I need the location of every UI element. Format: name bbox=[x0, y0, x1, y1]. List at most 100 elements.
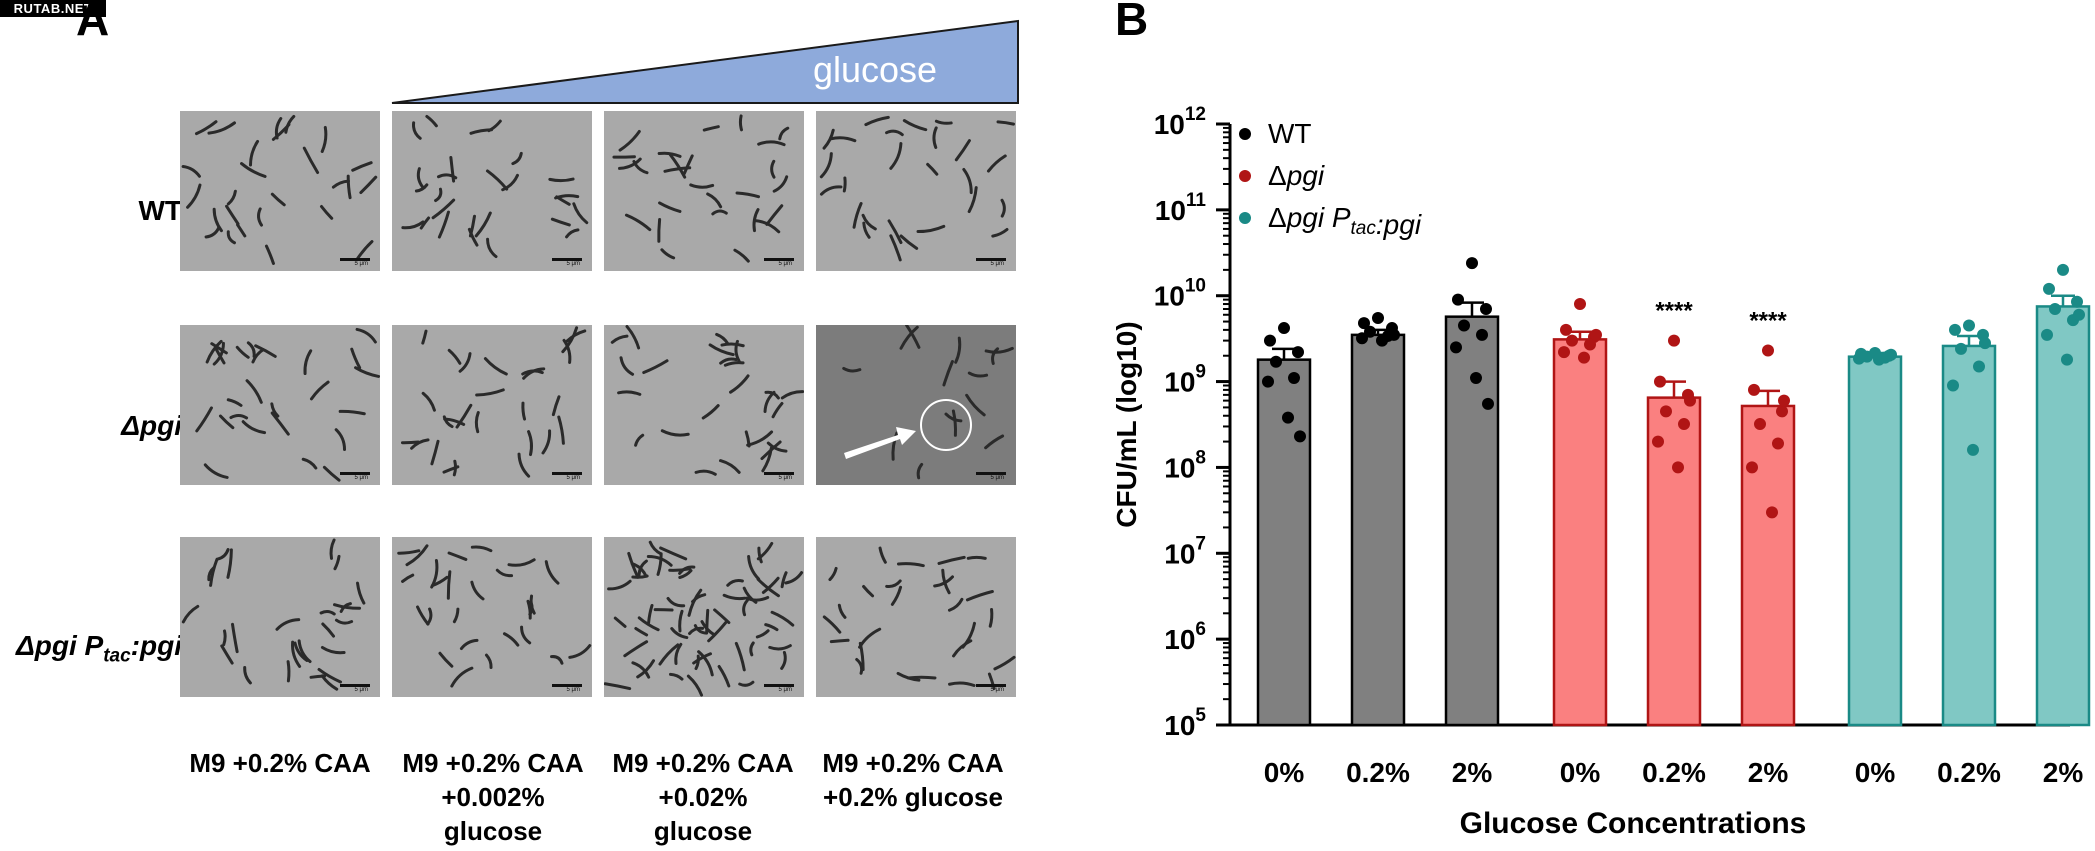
bar bbox=[2035, 305, 2091, 727]
scale-bar-label: 5 μm bbox=[566, 687, 580, 693]
data-point bbox=[1558, 346, 1570, 359]
scale-bar-label: 5 μm bbox=[778, 475, 792, 481]
x-tick-label: 2% bbox=[1452, 757, 1493, 788]
y-tick-label: 108 bbox=[1164, 447, 1206, 483]
legend-label: Δpgi bbox=[1268, 160, 1325, 191]
data-point bbox=[1388, 328, 1400, 341]
data-point bbox=[1578, 351, 1590, 364]
data-point bbox=[1278, 322, 1290, 335]
data-point bbox=[1452, 293, 1464, 306]
row-label-wt: WT bbox=[138, 195, 182, 226]
y-tick-label: 1012 bbox=[1154, 104, 1206, 140]
x-tick-label: 0% bbox=[1560, 757, 1601, 788]
data-point bbox=[1288, 372, 1300, 385]
bar bbox=[1350, 333, 1406, 727]
data-point bbox=[1476, 328, 1488, 341]
row-label-dpgi: Δpgi bbox=[121, 410, 182, 441]
data-point bbox=[1678, 418, 1690, 431]
x-tick-label: 0.2% bbox=[1346, 757, 1410, 788]
y-tick-label: 1011 bbox=[1155, 190, 1207, 226]
data-point bbox=[1672, 461, 1684, 474]
data-point bbox=[1684, 394, 1696, 407]
scale-bar-label: 5 μm bbox=[990, 475, 1004, 481]
panel-a-letter: A bbox=[76, 0, 110, 45]
col-label-3: M9 +0.2% CAA +0.02% glucose bbox=[612, 748, 794, 846]
data-point bbox=[1873, 353, 1885, 366]
legend-marker bbox=[1239, 212, 1251, 224]
significance-label: **** bbox=[1655, 298, 1693, 325]
data-point bbox=[1450, 341, 1462, 354]
data-point bbox=[1590, 328, 1602, 341]
data-point bbox=[1466, 257, 1478, 270]
scale-bar bbox=[552, 684, 582, 687]
x-tick-label: 2% bbox=[2043, 757, 2084, 788]
col-label-2: M9 +0.2% CAA +0.002% glucose bbox=[402, 748, 584, 846]
scale-bar-label: 5 μm bbox=[990, 687, 1004, 693]
legend-label: WT bbox=[1268, 118, 1312, 149]
col-label-1: M9 +0.2% CAA bbox=[189, 748, 371, 778]
micrograph-complement-caa: 5 μm bbox=[180, 537, 380, 697]
data-point bbox=[1574, 298, 1586, 311]
y-tick-label: 109 bbox=[1164, 362, 1206, 398]
data-point bbox=[1376, 334, 1388, 347]
data-point bbox=[2057, 263, 2069, 276]
micrograph-wt-caa: 5 μm bbox=[180, 111, 380, 271]
data-point bbox=[2043, 282, 2055, 295]
bar bbox=[1552, 338, 1608, 727]
watermark: RUTAB.NET bbox=[0, 0, 106, 17]
micrograph-complement-caa-0002-glucose: 5 μm bbox=[392, 537, 592, 697]
data-point bbox=[1282, 411, 1294, 424]
bar bbox=[1444, 315, 1500, 727]
row-label-complement: Δpgi Ptac:pgi bbox=[15, 630, 182, 667]
scale-bar bbox=[552, 472, 582, 475]
y-tick-label: 105 bbox=[1164, 705, 1206, 741]
data-point bbox=[1746, 461, 1758, 474]
scale-bar-label: 5 μm bbox=[354, 475, 368, 481]
data-point bbox=[1292, 346, 1304, 359]
data-point bbox=[1754, 418, 1766, 431]
data-point bbox=[1955, 342, 1967, 355]
micrograph-complement-caa-02-glucose: 5 μm bbox=[816, 537, 1016, 697]
data-point bbox=[1778, 394, 1790, 407]
scale-bar-label: 5 μm bbox=[354, 261, 368, 267]
bar bbox=[1646, 396, 1702, 727]
data-point bbox=[1668, 334, 1680, 347]
data-point bbox=[1264, 334, 1276, 347]
data-point bbox=[1480, 303, 1492, 316]
micrograph-dpgi-caa-02-glucose: 5 μm bbox=[816, 325, 1016, 485]
scale-bar bbox=[976, 258, 1006, 261]
data-point bbox=[1358, 317, 1370, 330]
scale-bar bbox=[552, 258, 582, 261]
scale-bar-label: 5 μm bbox=[354, 687, 368, 693]
data-point bbox=[1584, 338, 1596, 351]
x-tick-label: 0.2% bbox=[1937, 757, 2001, 788]
scale-bar bbox=[764, 258, 794, 261]
scale-bar bbox=[764, 684, 794, 687]
data-point bbox=[1885, 348, 1897, 361]
data-point bbox=[1654, 375, 1666, 388]
y-axis-label: CFU/mL (log10) bbox=[1111, 321, 1142, 527]
col-label-4: M9 +0.2% CAA +0.2% glucose bbox=[822, 748, 1004, 812]
data-point bbox=[1772, 437, 1784, 450]
y-tick-label: 1010 bbox=[1154, 276, 1206, 312]
panel-b-letter: B bbox=[1115, 0, 1149, 45]
data-point bbox=[1262, 375, 1274, 388]
scale-bar bbox=[764, 472, 794, 475]
highlight-circle bbox=[920, 399, 972, 451]
micrograph-dpgi-caa: 5 μm bbox=[180, 325, 380, 485]
data-point bbox=[2049, 303, 2061, 316]
data-point bbox=[1979, 337, 1991, 350]
gradient-triangle bbox=[391, 19, 1019, 104]
x-tick-label: 2% bbox=[1748, 757, 1789, 788]
scale-bar bbox=[976, 684, 1006, 687]
data-point bbox=[1364, 325, 1376, 338]
micrograph-wt-caa-02-glucose: 5 μm bbox=[816, 111, 1016, 271]
data-point bbox=[1762, 344, 1774, 357]
scale-bar-label: 5 μm bbox=[778, 687, 792, 693]
data-point bbox=[1652, 435, 1664, 448]
micrograph-wt-caa-002-glucose: 5 μm bbox=[604, 111, 804, 271]
data-point bbox=[1853, 352, 1865, 365]
data-point bbox=[1560, 323, 1572, 336]
glucose-gradient bbox=[391, 19, 1019, 104]
